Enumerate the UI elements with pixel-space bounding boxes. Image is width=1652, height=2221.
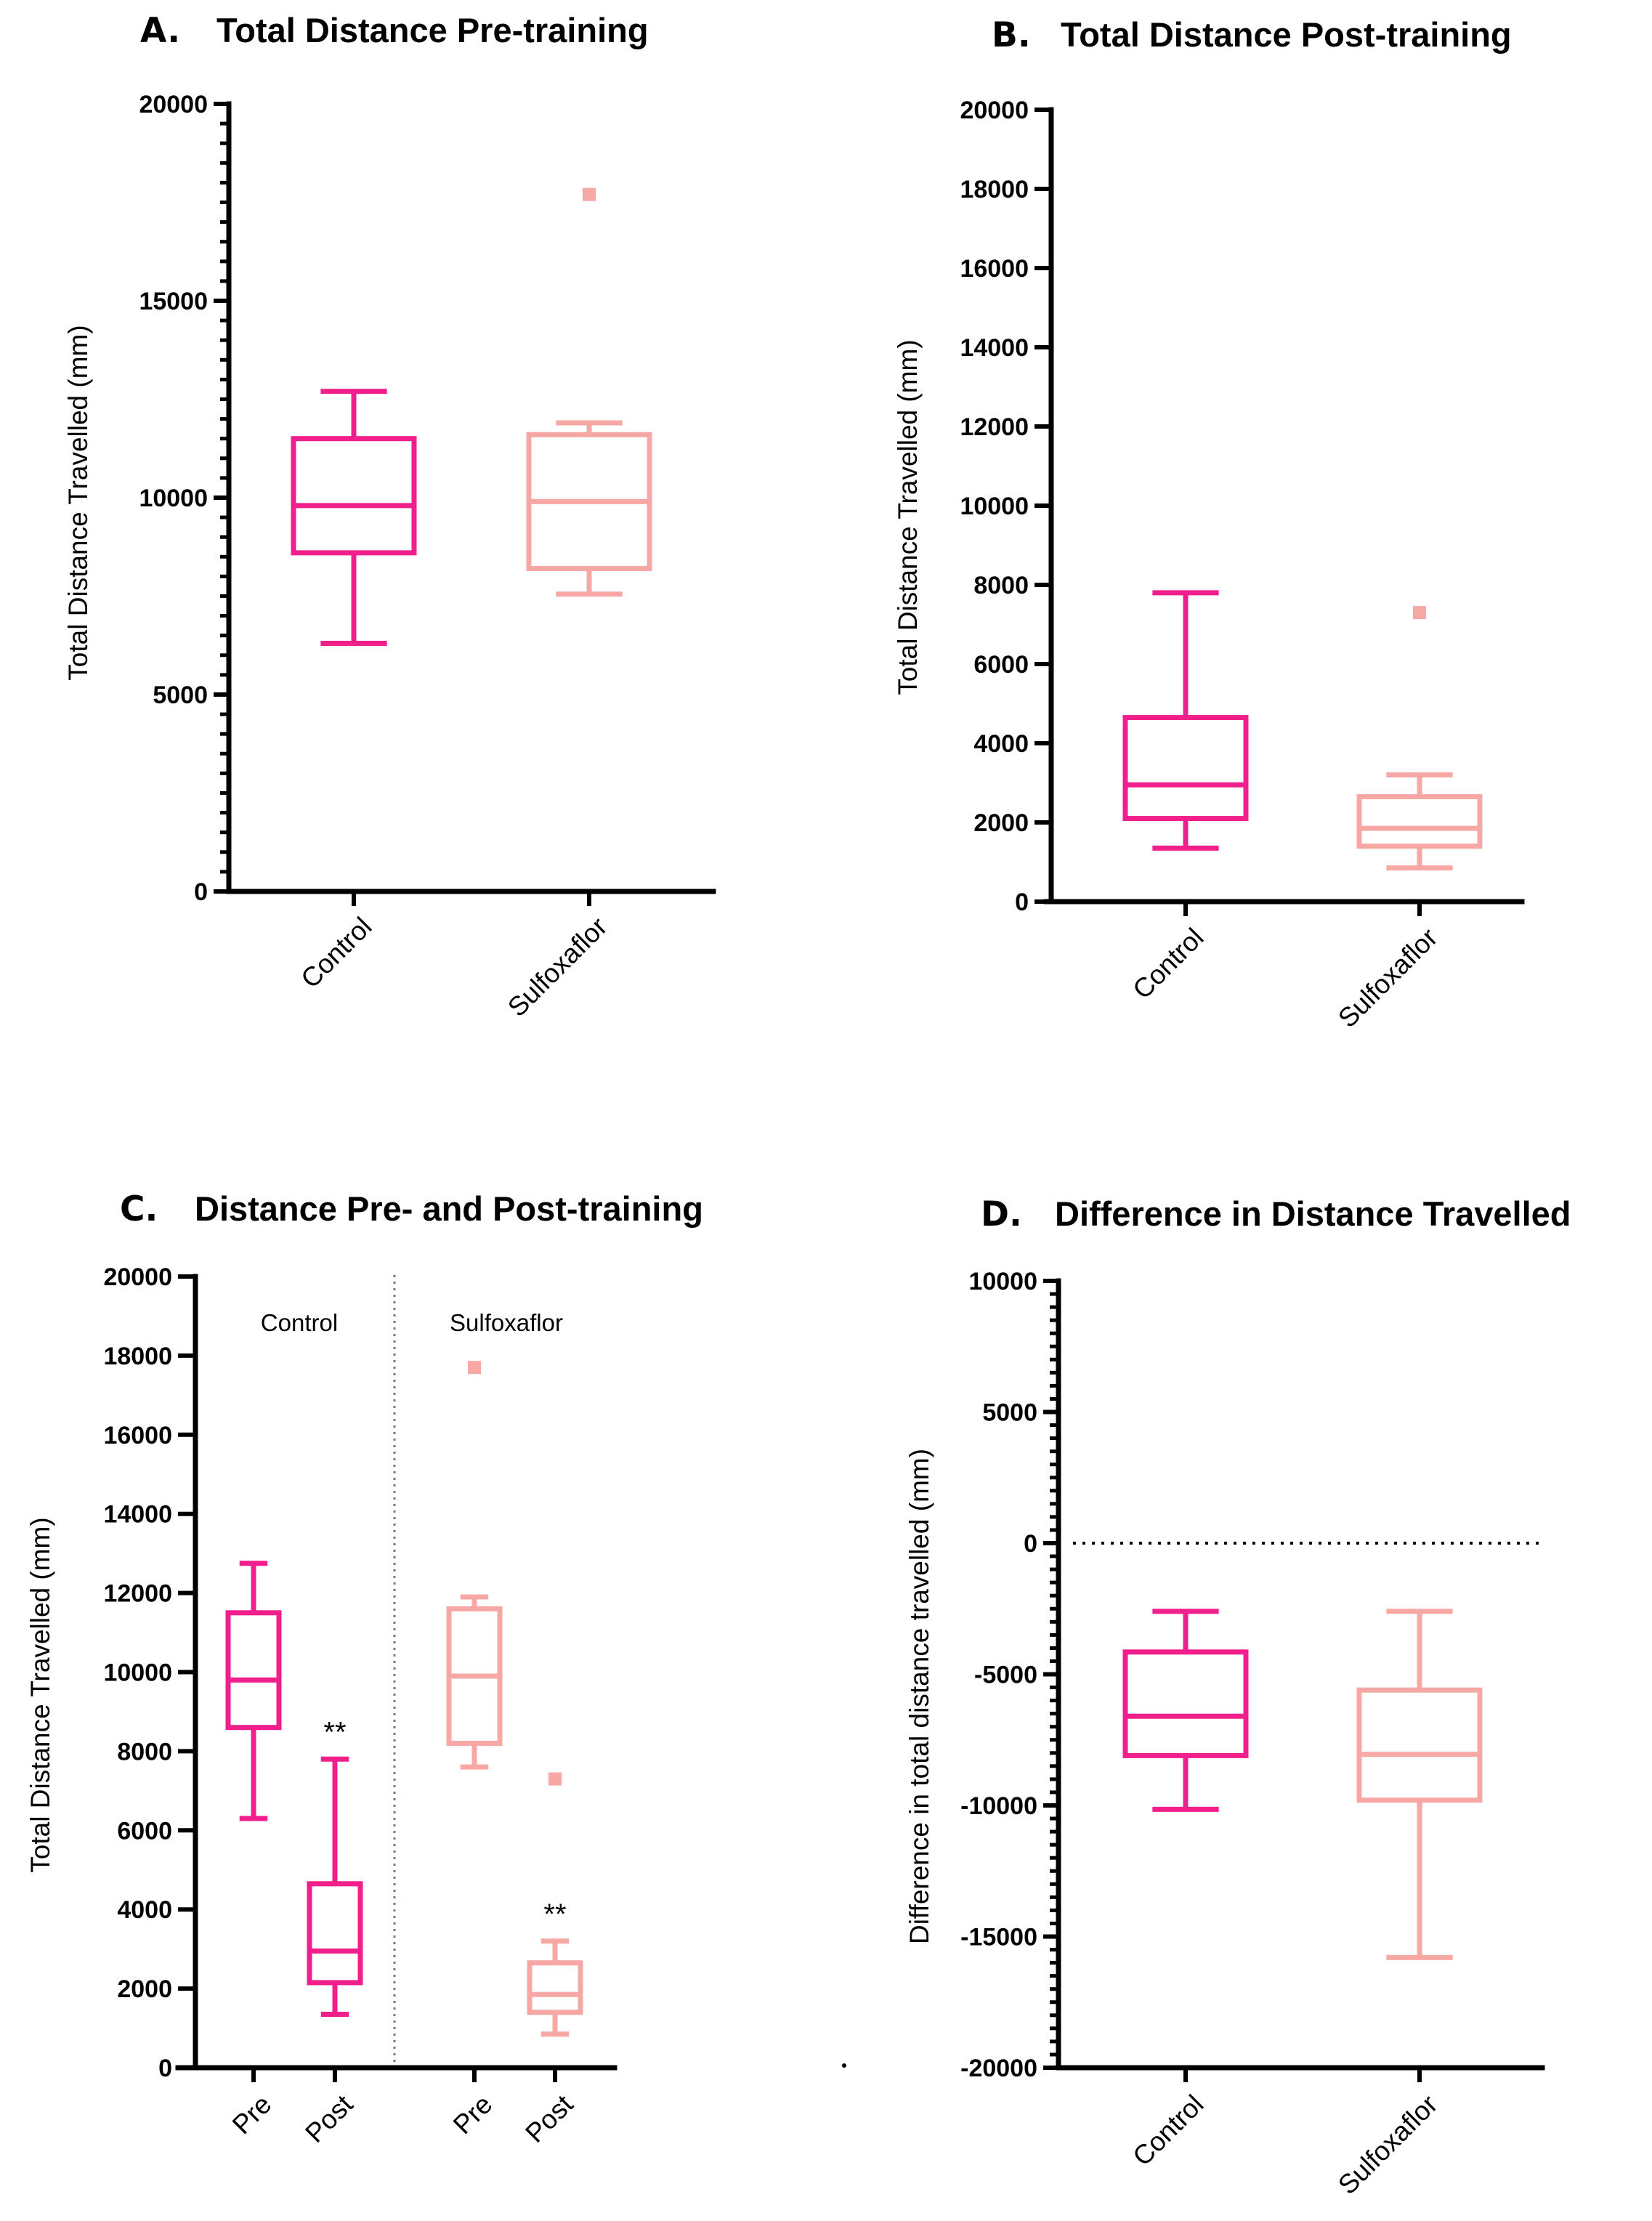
- panel-b-tick-label: 4000: [973, 730, 1029, 758]
- panel-c-title: Distance Pre- and Post-training: [195, 1189, 703, 1228]
- panel-a-tick-label: 0: [194, 878, 208, 906]
- outlier-point: [548, 1772, 562, 1786]
- panel-d-tick-label: -10000: [960, 1792, 1037, 1820]
- panel-c-tick-label: 16000: [103, 1422, 172, 1449]
- panel-b-tick-label: 18000: [960, 176, 1029, 203]
- panel-c-tick-label: 6000: [117, 1817, 172, 1845]
- panel-a-y-axis-label: Total Distance Travelled (mm): [63, 325, 93, 680]
- panel-c-tick-label: 18000: [103, 1343, 172, 1370]
- panel-c-y-axis: 0 2000 4000 6000 8000 10000 12000 14000 16000 180…: [103, 1263, 618, 2082]
- outlier-point: [468, 1361, 481, 1375]
- panel-a-tick-label: 5000: [153, 681, 208, 709]
- panel-b-boxes: [1122, 590, 1483, 871]
- panel-c-tick-label: 2000: [117, 1975, 172, 2003]
- box-sulfoxaflor: [1356, 1609, 1483, 1960]
- panel-b-tick-label: 10000: [960, 493, 1029, 520]
- panel-a-title: Total Distance Pre-training: [216, 11, 649, 49]
- box-control: [1122, 1609, 1249, 1812]
- outlier-point: [583, 187, 596, 201]
- panel-c-group-control: Control: [261, 1309, 338, 1336]
- panel-b-tick-label: 20000: [960, 97, 1029, 124]
- panel-b-tick-label: 2000: [973, 809, 1029, 837]
- iqr-box: [307, 1881, 363, 1986]
- panel-d-tick-label: 0: [1024, 1530, 1037, 1558]
- panel-a-boxes: [291, 187, 652, 647]
- box-sulfoxaflor: [526, 187, 652, 597]
- iqr-box: [1356, 1687, 1483, 1803]
- panel-b-tick-label: 12000: [960, 413, 1029, 441]
- significance-marker: **: [543, 1898, 566, 1930]
- panel-b-letter: B.: [992, 15, 1031, 55]
- panel-a-tick-label: 10000: [139, 485, 208, 512]
- panel-b-title: Total Distance Post-training: [1061, 15, 1512, 54]
- panel-d-tick-label: 5000: [982, 1399, 1037, 1427]
- panel-d-tick-label: 10000: [968, 1268, 1037, 1295]
- box-control: [291, 389, 417, 647]
- panel-c-tick-label: 14000: [103, 1501, 172, 1529]
- panel-c: C. Distance Pre- and Post-training Total…: [25, 1189, 703, 2148]
- panel-c-y-axis-label: Total Distance Travelled (mm): [25, 1517, 55, 1872]
- iqr-box: [225, 1610, 282, 1731]
- panel-d-title: Difference in Distance Travelled: [1055, 1194, 1571, 1233]
- panel-d-tick-label: -15000: [960, 1924, 1037, 1951]
- box-control-post: **: [307, 1716, 363, 2017]
- panel-a-tick-label: 15000: [139, 288, 208, 315]
- panel-d-y-axis: -20000 -15000 -10000 -5000 0 5000 10000: [960, 1268, 1545, 2082]
- panel-a-tick-label: 20000: [139, 91, 208, 118]
- panel-b-tick-label: 0: [1015, 889, 1029, 916]
- panel-b-y-axis: 0 2000 4000 6000 8000 10000 12000 14000 16000 180…: [960, 97, 1525, 916]
- panel-d-tick-label: -20000: [960, 2055, 1037, 2082]
- box-control: [1122, 590, 1249, 851]
- panel-d-letter: D.: [981, 1194, 1022, 1234]
- box-sulfoxaflor-post: **: [527, 1772, 583, 2037]
- panel-c-group-sulfoxaflor: Sulfoxaflor: [450, 1309, 563, 1336]
- panel-a-letter: A.: [140, 11, 180, 51]
- iqr-box: [291, 436, 417, 556]
- iqr-box: [1356, 794, 1483, 849]
- panel-c-boxes: ** **: [225, 1361, 583, 2037]
- panel-c-tick-label: 12000: [103, 1580, 172, 1608]
- panel-c-tick-label: 8000: [117, 1738, 172, 1765]
- stray-dot: [842, 2063, 846, 2068]
- panel-c-tick-label: 0: [158, 2055, 172, 2082]
- panel-c-tick-label: 20000: [103, 1263, 172, 1291]
- panel-a-y-axis: 0 5000 10000 15000 20000: [139, 91, 716, 906]
- panel-b-y-axis-label: Total Distance Travelled (mm): [893, 339, 923, 695]
- iqr-box: [1122, 715, 1249, 822]
- panel-d-boxes: [1073, 1542, 1542, 1960]
- iqr-box: [527, 1960, 583, 2015]
- panel-c-letter: C.: [120, 1189, 158, 1229]
- panel-c-tick-label: 4000: [117, 1896, 172, 1924]
- panel-b-tick-label: 16000: [960, 255, 1029, 283]
- outlier-point: [1413, 606, 1426, 620]
- panel-b-tick-label: 8000: [973, 572, 1029, 599]
- panel-d-tick-label: -5000: [974, 1662, 1037, 1689]
- panel-b-tick-label: 14000: [960, 334, 1029, 362]
- panel-b-tick-label: 6000: [973, 651, 1029, 679]
- iqr-box: [1122, 1649, 1249, 1758]
- box-sulfoxaflor: [1356, 606, 1483, 871]
- significance-marker: **: [323, 1716, 346, 1748]
- panel-d-y-axis-label: Difference in total distance travelled (…: [904, 1449, 934, 1944]
- box-sulfoxaflor-pre: [446, 1361, 503, 1770]
- box-control-pre: [225, 1561, 282, 1821]
- panel-c-tick-label: 10000: [103, 1659, 172, 1687]
